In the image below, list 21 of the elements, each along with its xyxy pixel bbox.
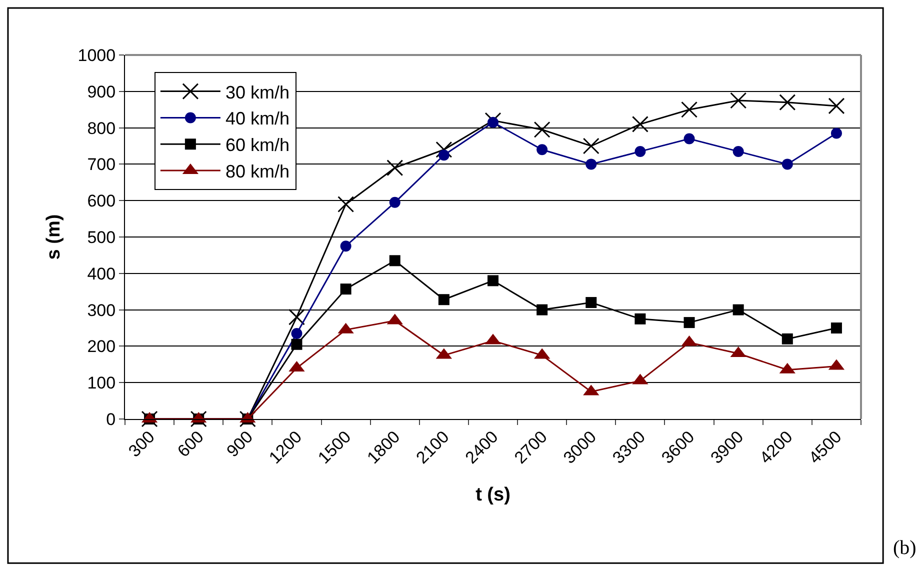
y-tick-label: 400 bbox=[87, 264, 116, 284]
y-tick-label: 200 bbox=[87, 337, 116, 356]
legend-label: 60 km/h bbox=[225, 135, 290, 156]
y-tick-label: 600 bbox=[87, 192, 116, 211]
y-tick-label: 900 bbox=[87, 82, 116, 102]
x-tick-label: 300 bbox=[124, 427, 158, 461]
y-axis-title: s (m) bbox=[44, 214, 65, 260]
y-tick-label: 0 bbox=[106, 410, 116, 429]
x-tick-label: 900 bbox=[223, 427, 257, 461]
legend-label: 80 km/h bbox=[225, 162, 290, 182]
y-tick-label: 1000 bbox=[78, 46, 116, 65]
y-tick-label: 800 bbox=[87, 118, 116, 138]
y-tick-label: 700 bbox=[87, 155, 116, 174]
x-tick-label: 600 bbox=[174, 427, 208, 461]
y-tick-label: 300 bbox=[87, 300, 116, 320]
y-tick-label: 500 bbox=[87, 228, 116, 247]
legend-label: 40 km/h bbox=[225, 108, 290, 129]
x-axis-title: t (s) bbox=[476, 484, 510, 506]
legend-label: 30 km/h bbox=[225, 82, 290, 102]
y-tick-label: 100 bbox=[87, 374, 116, 393]
text: (b) bbox=[893, 537, 916, 559]
